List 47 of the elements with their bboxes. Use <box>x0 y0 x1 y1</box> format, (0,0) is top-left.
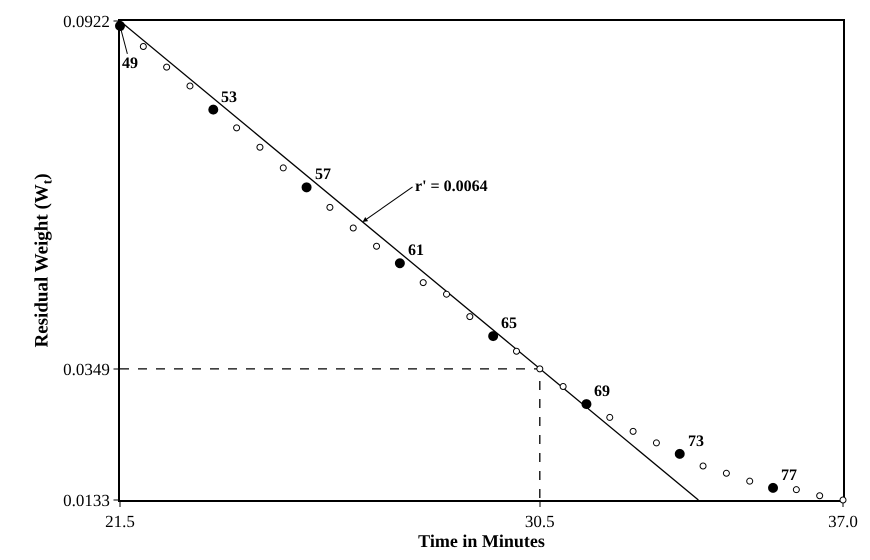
point <box>488 331 498 342</box>
x-tick-label: 30.5 <box>524 512 555 532</box>
point <box>560 382 567 390</box>
point <box>186 82 194 90</box>
y-tick-label: 0.0349 <box>63 360 110 379</box>
point <box>674 448 685 459</box>
annotation: 69 <box>594 383 610 400</box>
point <box>722 470 730 477</box>
point <box>163 64 170 71</box>
point <box>792 486 800 494</box>
point <box>373 242 380 250</box>
annotation: 57 <box>315 166 331 183</box>
point <box>746 478 754 485</box>
y-tick-label: 0.0133 <box>63 490 110 510</box>
point <box>466 313 474 320</box>
annotation: 49 <box>122 55 138 72</box>
annotation: 77 <box>781 467 797 484</box>
x-tick-label: 21.5 <box>105 512 135 532</box>
point <box>768 482 778 493</box>
point <box>606 414 614 421</box>
point <box>652 439 660 446</box>
point <box>840 496 846 504</box>
x-tick-label: 37.0 <box>828 512 858 532</box>
point <box>302 182 312 192</box>
point <box>420 279 427 286</box>
point <box>700 462 707 470</box>
point <box>280 164 287 172</box>
point <box>326 204 334 211</box>
annotation: 61 <box>408 242 424 259</box>
point <box>581 399 592 410</box>
point <box>512 348 520 355</box>
point <box>630 428 637 435</box>
point <box>816 492 824 500</box>
point <box>256 144 264 151</box>
annotation: 65 <box>501 315 517 332</box>
point <box>233 124 240 132</box>
y-tick-label: 0.0922 <box>63 12 110 31</box>
annotation: 73 <box>688 433 704 450</box>
point <box>536 365 544 372</box>
x-axis-title: Time in Minutes <box>418 531 545 552</box>
point <box>350 224 357 232</box>
annotation: 53 <box>221 89 237 106</box>
point <box>443 290 450 298</box>
point <box>394 258 405 268</box>
point <box>208 104 218 115</box>
point <box>140 43 147 50</box>
annotation: r' = 0.0064 <box>415 178 488 195</box>
